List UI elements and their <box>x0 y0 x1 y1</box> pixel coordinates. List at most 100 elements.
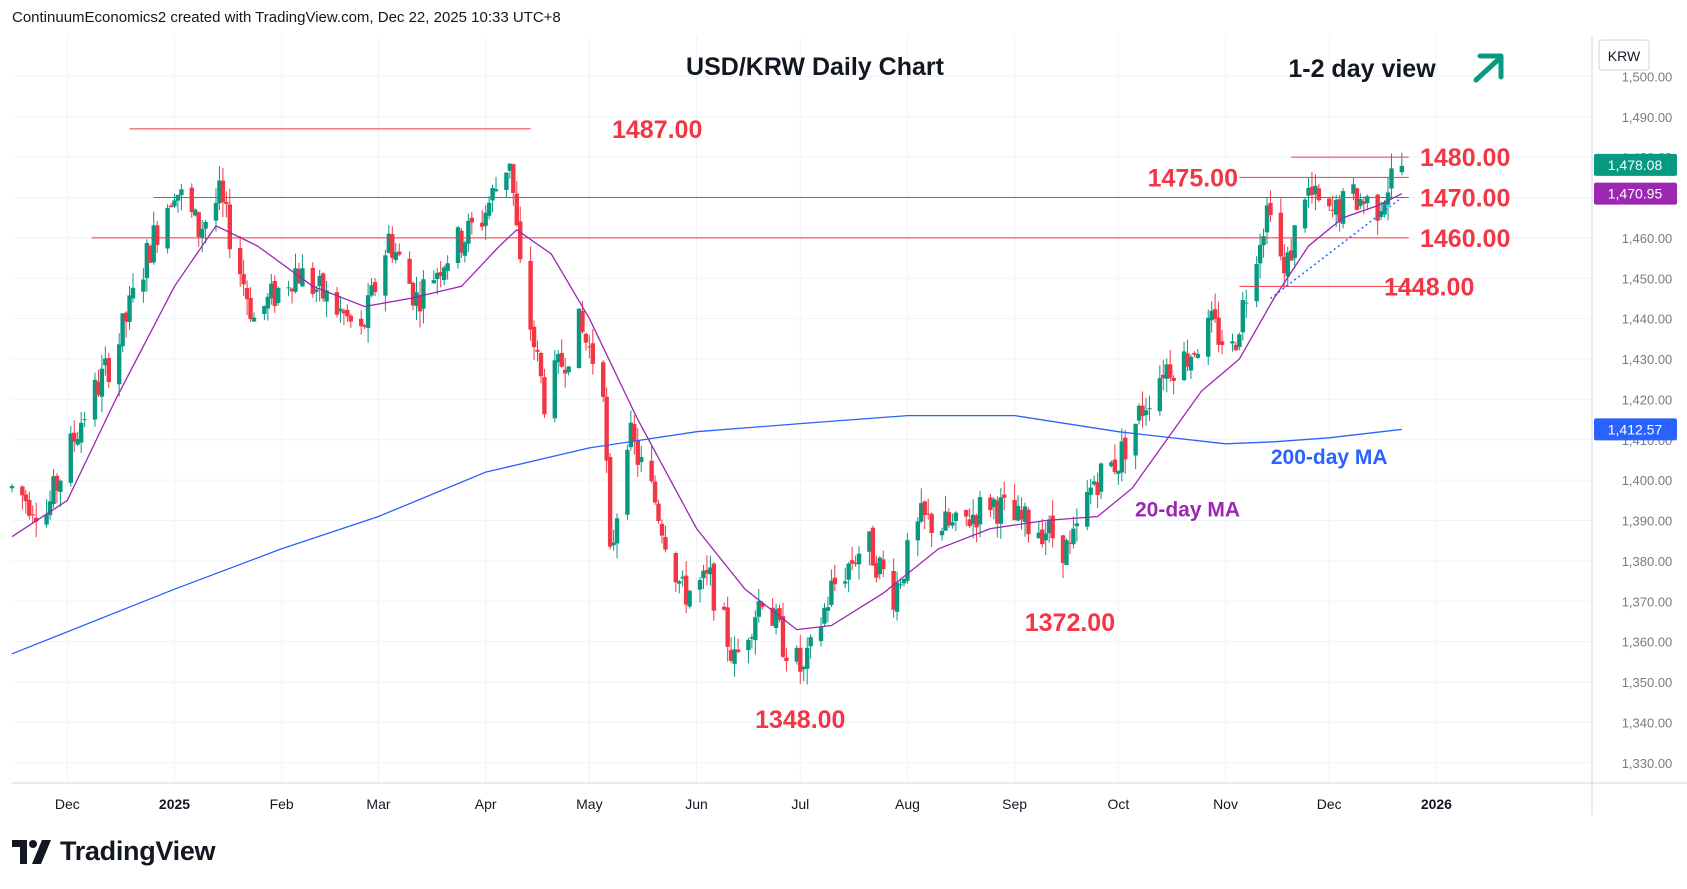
candle-body <box>639 457 644 463</box>
candle-body <box>590 343 596 364</box>
candle-body <box>116 344 122 385</box>
price-tick-label: 1,450.00 <box>1622 271 1673 286</box>
candle-body <box>832 577 838 585</box>
time-tick-label: Aug <box>895 796 920 812</box>
candle-body <box>96 381 101 395</box>
candle-body <box>1095 482 1100 496</box>
support-resistance-levels <box>91 128 1409 287</box>
candle-body <box>552 360 558 419</box>
candle-body <box>566 366 571 373</box>
price-tick-label: 1,340.00 <box>1622 715 1673 730</box>
candle-body <box>587 346 592 348</box>
candle-body <box>20 486 25 496</box>
candle-body <box>988 497 993 511</box>
candle-body <box>818 626 824 642</box>
candle-body <box>300 268 305 287</box>
candle-body <box>1278 212 1284 257</box>
candle-body <box>915 521 921 541</box>
candle-body <box>504 172 509 190</box>
candle-body <box>1354 188 1360 210</box>
price-tick-label: 1,400.00 <box>1622 473 1673 488</box>
time-tick-label: Oct <box>1107 796 1129 812</box>
chart-subtitle: 1-2 day view <box>1288 55 1436 83</box>
candle-body <box>358 318 364 326</box>
candle-body <box>1060 535 1066 563</box>
candle-body <box>1064 540 1069 566</box>
tradingview-logo[interactable]: TradingView <box>12 836 216 867</box>
candle-body <box>967 519 972 527</box>
candle-body <box>711 563 717 611</box>
tradingview-brand-text: TradingView <box>60 836 216 866</box>
candle-body <box>1195 354 1201 358</box>
candle-body <box>953 512 959 521</box>
candle-body <box>611 542 616 546</box>
level-label-1448: 1448.00 <box>1384 273 1474 301</box>
currency-button[interactable] <box>1598 39 1650 71</box>
candle-body <box>365 295 371 328</box>
candle-body <box>151 225 156 263</box>
time-tick-label: Feb <box>270 796 294 812</box>
candle-body <box>1140 405 1145 417</box>
candle-body <box>1268 202 1273 216</box>
candle-body <box>1358 199 1363 206</box>
candle-body <box>1237 334 1242 348</box>
candle-body <box>144 243 150 279</box>
candle-body <box>103 358 108 366</box>
candle-body <box>172 200 177 207</box>
candle-body <box>870 527 876 566</box>
candle-body <box>1206 317 1211 357</box>
candle-body <box>1157 378 1163 412</box>
candle-body <box>1143 410 1149 416</box>
candle-body <box>1282 256 1287 274</box>
candle-body <box>756 601 761 617</box>
candle-body <box>82 419 87 421</box>
time-tick-label: 2026 <box>1421 796 1452 812</box>
tradingview-logo-icon <box>12 839 51 864</box>
level-label-1470: 1470.00 <box>1420 185 1510 213</box>
candle-body <box>974 515 979 528</box>
candle-body <box>891 570 896 610</box>
candle-body <box>528 260 533 330</box>
candle-body <box>922 501 927 516</box>
candle-body <box>155 225 160 245</box>
price-tick-label: 1,330.00 <box>1622 756 1673 771</box>
candle-body <box>943 511 948 531</box>
candle-body <box>1389 168 1394 189</box>
candle-body <box>9 486 15 489</box>
candle-body <box>262 306 267 314</box>
candle-body <box>697 580 703 590</box>
candle-body <box>1375 194 1380 221</box>
candle-body <box>27 499 32 516</box>
candle-body <box>1351 184 1356 194</box>
moving-average-lines <box>11 193 1403 655</box>
candle-body <box>531 326 537 348</box>
candle-body <box>310 267 315 294</box>
candle-body <box>760 602 765 607</box>
candle-body <box>683 575 689 605</box>
candle-body <box>659 523 665 536</box>
candle-body <box>120 313 125 347</box>
price-tick-label: 1,370.00 <box>1622 594 1673 609</box>
price-tick-label: 1,350.00 <box>1622 675 1673 690</box>
candle-body <box>455 227 461 264</box>
level-label-1460: 1460.00 <box>1420 225 1510 253</box>
candle-body <box>130 287 136 299</box>
candle-body <box>991 499 997 508</box>
candle-body <box>649 460 654 482</box>
candle-body <box>44 514 49 525</box>
candle-body <box>725 607 730 647</box>
candle-body <box>99 368 105 397</box>
candle-body <box>168 205 174 208</box>
candle-body <box>1230 341 1235 344</box>
candle-body <box>687 590 692 607</box>
annotation-1348.00: 1348.00 <box>755 706 845 734</box>
candle-body <box>1254 264 1259 302</box>
candle-body <box>822 607 827 624</box>
candle-body <box>625 449 630 515</box>
candle-body <box>1264 205 1270 233</box>
candle-body <box>462 242 468 256</box>
ma-line-20-day-ma <box>11 193 1403 631</box>
candle-body <box>1019 509 1024 520</box>
candle-body <box>773 609 779 628</box>
candle-body <box>722 606 727 610</box>
